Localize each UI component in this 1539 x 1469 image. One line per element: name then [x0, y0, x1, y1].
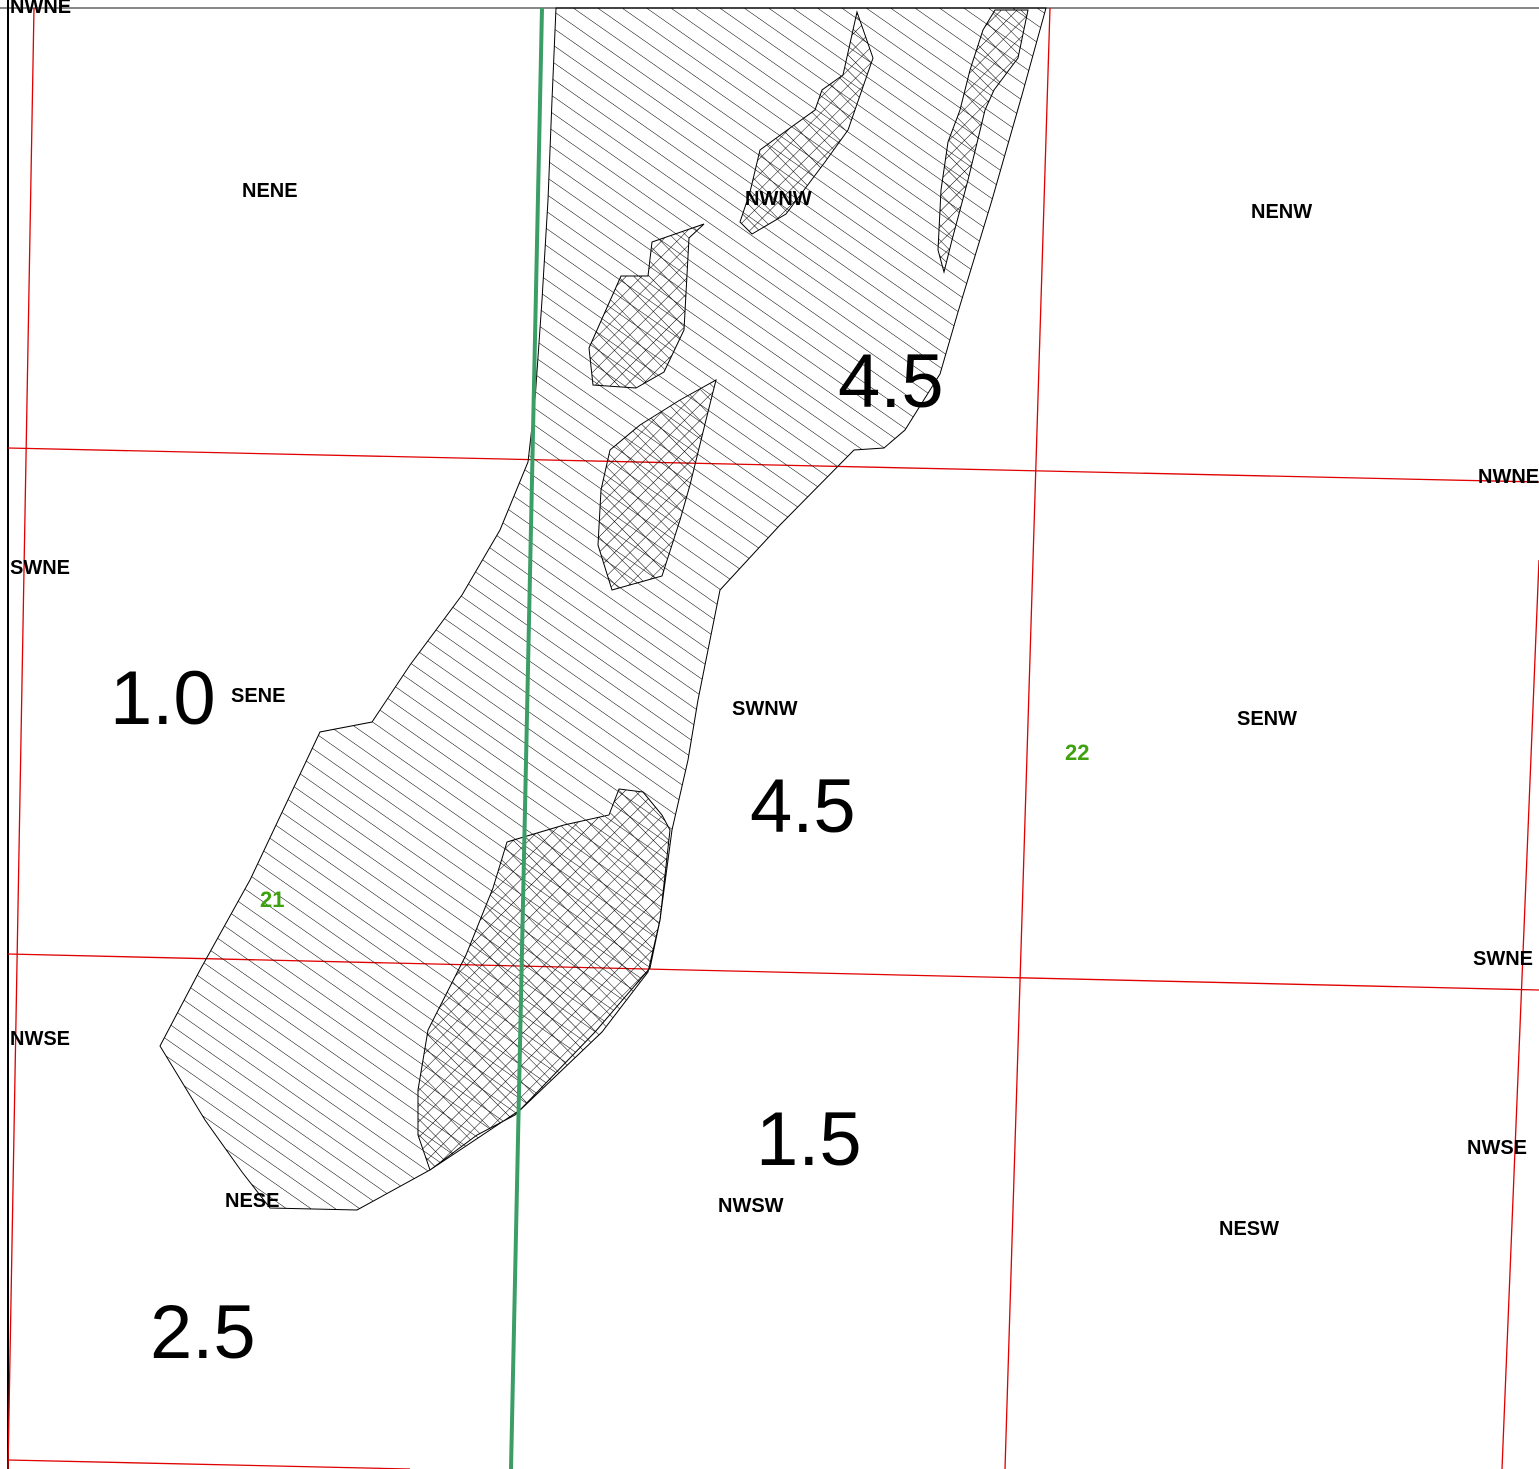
qq-label-nene: NENE	[242, 180, 298, 202]
zone-value-3: 4.5	[750, 764, 856, 849]
qq-label-nwne-top: NWNE	[10, 0, 71, 18]
qq-label-swnw: SWNW	[732, 698, 798, 720]
qq-label-nwnw: NWNW	[745, 188, 812, 210]
grid-line-v3	[1501, 559, 1539, 1469]
zone-value-5: 2.5	[150, 1290, 256, 1375]
qq-label-senw: SENW	[1237, 708, 1297, 730]
grid-line-h3	[7, 1459, 411, 1469]
grid-line-v2	[1004, 7, 1051, 1469]
qq-label-nenw: NENW	[1251, 201, 1312, 223]
qq-label-nwse-left: NWSE	[10, 1028, 70, 1050]
zone-diagonal-hatch[interactable]	[159, 7, 1047, 1211]
qq-labels: NWNE NENE NWNW NENW NWNE SWNE SENE SWNW …	[10, 0, 1539, 1240]
zone-cross-hatch-4[interactable]	[597, 379, 717, 591]
cross-hatch-zones	[417, 9, 1029, 1171]
zone-cross-hatch-5[interactable]	[417, 788, 671, 1171]
qq-label-sene: SENE	[231, 685, 285, 707]
zone-value-1: 4.5	[838, 339, 944, 424]
qq-label-nesw: NESW	[1219, 1218, 1279, 1240]
qq-label-nwne-right: NWNE	[1478, 466, 1539, 488]
qq-label-nese: NESE	[225, 1190, 279, 1212]
qq-label-nwsw: NWSW	[718, 1195, 784, 1217]
grid-line-v1	[7, 7, 35, 1469]
zone-cross-hatch-2[interactable]	[937, 9, 1029, 274]
section-number-22: 22	[1065, 740, 1089, 765]
zone-cross-hatch-3[interactable]	[588, 223, 705, 389]
zone-value-2: 1.0	[110, 656, 216, 741]
section-numbers: 21 22	[260, 740, 1089, 912]
zone-value-4: 1.5	[756, 1097, 862, 1182]
zone-values: 4.5 1.0 4.5 1.5 2.5	[110, 339, 944, 1375]
qq-label-swne-left: SWNE	[10, 557, 70, 579]
section-boundary-line	[509, 7, 544, 1469]
qq-label-nwse-right: NWSE	[1467, 1137, 1527, 1159]
qq-label-swne-right: SWNE	[1473, 948, 1533, 970]
zone-cross-hatch-1[interactable]	[739, 10, 874, 235]
section-number-21: 21	[260, 887, 284, 912]
